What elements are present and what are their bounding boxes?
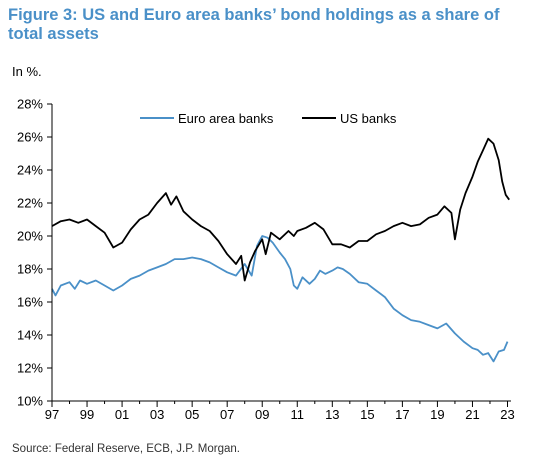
axes-layer: 10% 12% 14% 16% 18% 20% 22% 24% 26% 28% 97 99 01 03 05… — [17, 97, 515, 423]
legend: Euro area banks US banks — [140, 111, 397, 126]
x-tick-label: 15 — [360, 407, 374, 422]
x-tick-label: 07 — [220, 407, 234, 422]
x-tick-label: 17 — [395, 407, 409, 422]
y-tick-label: 28% — [17, 97, 43, 112]
chart-source: Source: Federal Reserve, ECB, J.P. Morga… — [12, 443, 240, 455]
legend-label-euro-area-banks: Euro area banks — [178, 111, 274, 126]
x-tick-label: 19 — [430, 407, 444, 422]
x-tick-label: 11 — [291, 407, 305, 422]
x-tick-label: 09 — [255, 407, 269, 422]
y-tick-label: 20% — [17, 229, 43, 244]
y-tick-label: 16% — [17, 295, 43, 310]
y-tick-label: 10% — [17, 394, 43, 409]
y-tick-label: 12% — [17, 361, 43, 376]
series-line-us-banks — [51, 137, 510, 282]
x-tick-label: 13 — [325, 407, 339, 422]
series-layer — [51, 137, 510, 363]
y-tick-label: 22% — [17, 196, 43, 211]
x-tick-label: 99 — [80, 407, 94, 422]
x-tick-label: 03 — [150, 407, 164, 422]
x-tick-label: 97 — [45, 407, 59, 422]
x-tick-label: 21 — [465, 407, 479, 422]
series-line-euro-area-banks — [51, 235, 509, 363]
y-tick-label: 24% — [17, 163, 43, 178]
x-tick-label: 01 — [115, 407, 129, 422]
y-tick-label: 26% — [17, 130, 43, 145]
y-tick-label: 18% — [17, 262, 43, 277]
chart-unit-label: In %. — [12, 64, 42, 79]
y-tick-label: 14% — [17, 328, 43, 343]
x-tick-label: 23 — [500, 407, 514, 422]
legend-label-us-banks: US banks — [340, 111, 397, 126]
x-tick-label: 05 — [185, 407, 199, 422]
chart-title: Figure 3: US and Euro area banks’ bond h… — [8, 6, 500, 43]
